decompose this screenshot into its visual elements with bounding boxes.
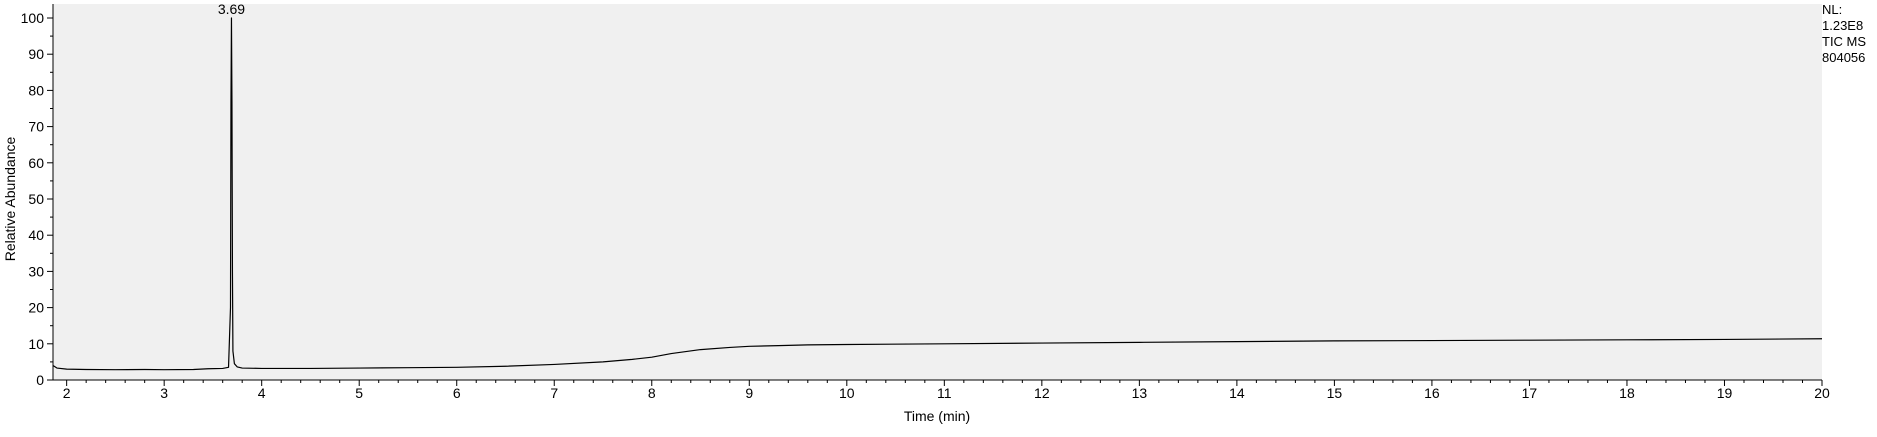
y-tick-label: 40 [28,227,44,243]
y-tick-label: 10 [28,336,44,352]
tic-trace-line [52,17,1823,371]
x-tick-label: 8 [648,385,656,401]
x-tick-label: 7 [550,385,558,401]
x-tick-label: 9 [745,385,753,401]
x-tick-label: 2 [63,385,71,401]
x-tick-label: 15 [1327,385,1343,401]
x-tick-label: 17 [1522,385,1538,401]
x-tick-label: 18 [1619,385,1635,401]
y-tick-label: 80 [28,82,44,98]
scan-type: TIC MS [1822,34,1867,49]
y-tick-label: 20 [28,300,44,316]
plot-area [53,4,1822,380]
x-tick-label: 16 [1424,385,1440,401]
x-tick-label: 19 [1717,385,1733,401]
nl-label: NL: [1822,2,1843,17]
y-tick-label: 30 [28,263,44,279]
y-tick-label: 50 [28,191,44,207]
x-tick-label: 11 [937,385,952,401]
x-tick-label: 10 [839,385,855,401]
nl-value: 1.23E8 [1822,18,1864,33]
x-tick-label: 12 [1034,385,1050,401]
peak-label: 3.69 [218,1,245,17]
x-tick-label: 4 [258,385,266,401]
y-tick-label: 70 [28,119,44,135]
y-tick-label: 90 [28,46,44,62]
x-tick-label: 3 [160,385,168,401]
x-axis-title: Time (min) [904,408,970,424]
x-tick-label: 13 [1132,385,1148,401]
x-tick-label: 5 [355,385,363,401]
normalization-info: NL: 1.23E8 TIC MS 804056 [1822,2,1866,66]
x-tick-label: 6 [453,385,461,401]
x-tick-label: 20 [1814,385,1830,401]
y-tick-label: 60 [28,155,44,171]
x-tick-label: 14 [1229,385,1245,401]
y-tick-label: 100 [21,10,45,26]
file-id: 804056 [1822,50,1866,65]
y-axis-title: Relative Abundance [2,137,18,262]
y-tick-label: 0 [36,372,44,388]
